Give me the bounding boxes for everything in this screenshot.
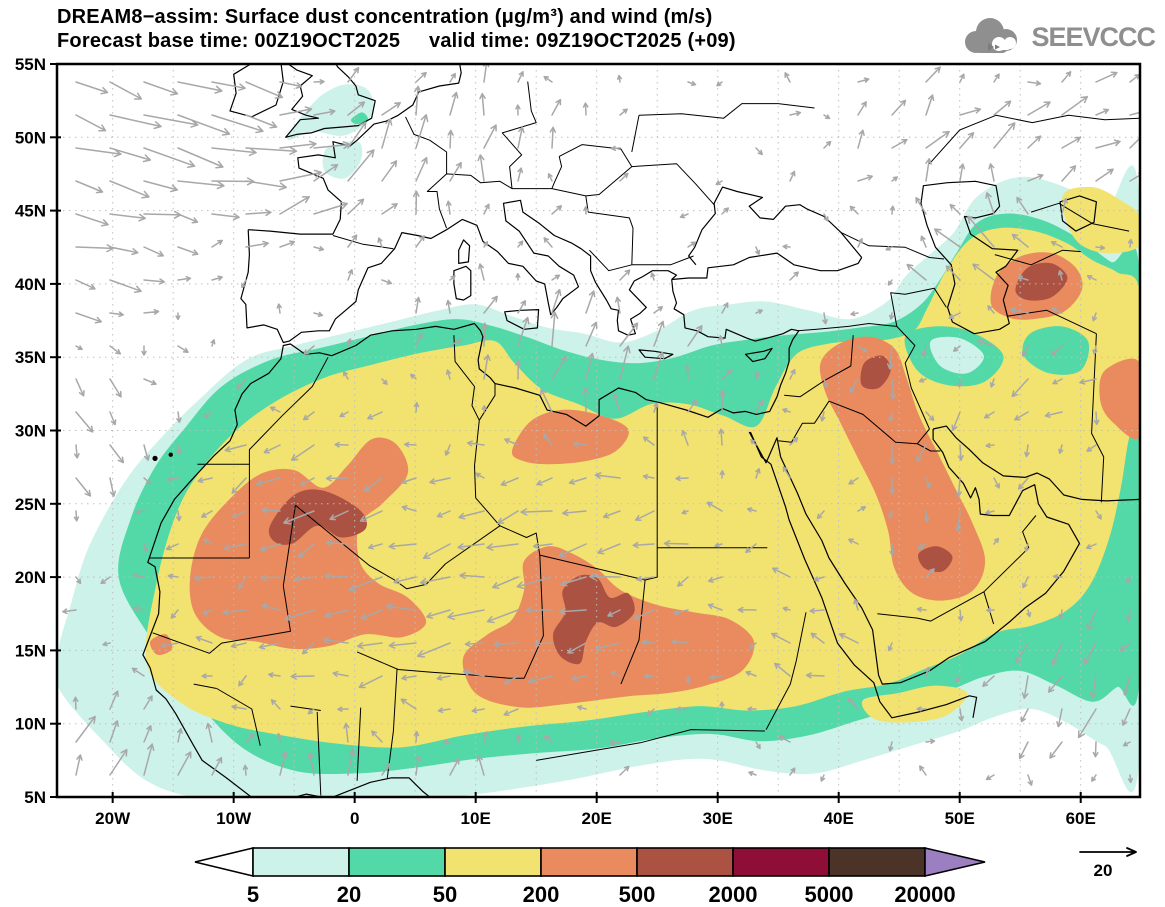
colorbar-segment bbox=[252, 847, 350, 877]
colorbar-label: 5 bbox=[247, 882, 259, 907]
lon-axis-label: 30E bbox=[703, 809, 733, 828]
wind-arrows-layer bbox=[62, 64, 1140, 786]
lon-axis-label: 60E bbox=[1066, 809, 1096, 828]
lat-axis: 55N 50N 45N 40N 35N 30N 25N 20N 15N 10N 5N bbox=[15, 55, 61, 807]
lat-axis-label: 45N bbox=[15, 202, 46, 221]
chart-subtitle: Forecast base time: 00Z19OCT2025 valid t… bbox=[57, 30, 736, 52]
map-content bbox=[57, 64, 1140, 797]
lat-axis-label: 35N bbox=[15, 348, 46, 367]
colorbar-arrow-right bbox=[924, 846, 986, 878]
colorbar-segment bbox=[828, 847, 926, 877]
colorbar: 5 20 50 200 500 2000 5000 20000 bbox=[194, 846, 986, 907]
lat-axis-label: 10N bbox=[15, 715, 46, 734]
colorbar-label: 2000 bbox=[709, 882, 758, 907]
lat-axis-label: 25N bbox=[15, 495, 46, 514]
seevccc-logo: SEEVCCC bbox=[960, 16, 1156, 58]
lat-axis-label: 15N bbox=[15, 641, 46, 660]
cloud-logo-icon bbox=[965, 18, 1018, 53]
lat-axis-label: 55N bbox=[15, 55, 46, 74]
lon-axis: 20W 10W 0 10E 20E 30E 40E 50E 60E bbox=[95, 792, 1096, 828]
colorbar-label: 5000 bbox=[805, 882, 854, 907]
lat-axis-label: 50N bbox=[15, 128, 46, 147]
logo-text: SEEVCCC bbox=[1031, 21, 1156, 52]
title-block: DREAM8−assim: Surface dust concentration… bbox=[57, 5, 736, 53]
lon-axis-label: 10E bbox=[461, 809, 491, 828]
lon-axis-label: 0 bbox=[350, 809, 359, 828]
lat-axis-label: 30N bbox=[15, 422, 46, 441]
lat-axis-label: 40N bbox=[15, 275, 46, 294]
colorbar-arrow-left bbox=[194, 846, 254, 878]
lon-axis-label: 40E bbox=[824, 809, 854, 828]
lat-axis-label: 20N bbox=[15, 568, 46, 587]
grid-lines bbox=[57, 64, 1140, 797]
colorbar-label: 50 bbox=[433, 882, 457, 907]
colorbar-segment bbox=[444, 847, 542, 877]
colorbar-label: 500 bbox=[619, 882, 656, 907]
dust-concentration-layers bbox=[57, 84, 1140, 797]
lat-axis-label: 5N bbox=[24, 788, 46, 807]
lon-axis-label: 20W bbox=[95, 809, 131, 828]
wind-reference-label: 20 bbox=[1094, 861, 1113, 880]
wind-reference: 20 bbox=[1079, 847, 1137, 880]
lon-axis-label: 20E bbox=[582, 809, 612, 828]
colorbar-segment bbox=[348, 847, 446, 877]
lon-axis-label: 50E bbox=[945, 809, 975, 828]
colorbar-segment bbox=[732, 847, 830, 877]
lon-axis-label: 10W bbox=[216, 809, 252, 828]
colorbar-segment bbox=[540, 847, 638, 877]
colorbar-label: 20000 bbox=[894, 882, 955, 907]
colorbar-segment bbox=[636, 847, 734, 877]
chart-title: DREAM8−assim: Surface dust concentration… bbox=[57, 6, 713, 28]
colorbar-label: 200 bbox=[523, 882, 560, 907]
colorbar-label: 20 bbox=[337, 882, 361, 907]
